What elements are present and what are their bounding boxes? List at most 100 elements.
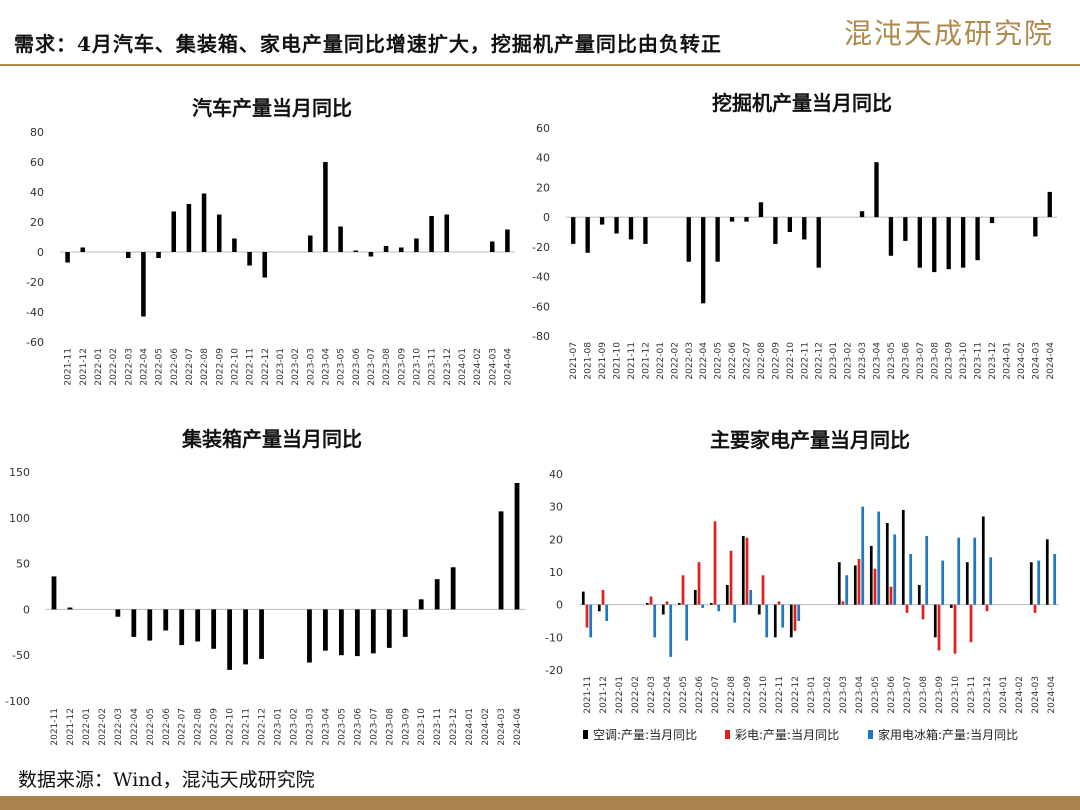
y-tick-label: 10 <box>549 566 563 579</box>
x-tick-label: 2022-05 <box>679 676 689 714</box>
bar <box>761 575 765 605</box>
bar <box>262 252 268 278</box>
bar <box>777 601 781 605</box>
x-tick-label: 2023-08 <box>385 708 395 746</box>
x-tick-label: 2022-05 <box>155 348 165 386</box>
x-tick-label: 2022-08 <box>200 348 210 386</box>
x-tick-label: 2023-03 <box>306 348 316 386</box>
x-tick-label: 2022-12 <box>258 708 268 746</box>
bar <box>323 609 328 651</box>
bar <box>869 545 873 605</box>
bar <box>758 202 764 218</box>
x-tick-label: 2024-01 <box>1002 342 1012 380</box>
x-tick-label: 2024-03 <box>1031 676 1041 714</box>
bar <box>232 238 237 252</box>
bar <box>418 599 424 610</box>
x-tick-label: 2022-08 <box>194 708 204 746</box>
y-tick-label: -20 <box>545 664 563 677</box>
x-tick-label: 2022-11 <box>775 676 785 714</box>
bar <box>665 601 669 605</box>
bar <box>645 603 649 605</box>
bar <box>434 579 440 610</box>
bar <box>398 247 404 252</box>
bar <box>903 217 908 241</box>
bar <box>307 609 312 663</box>
bar <box>338 609 344 656</box>
bar <box>585 217 590 253</box>
y-tick-label: -20 <box>532 241 550 254</box>
bar <box>989 557 993 605</box>
bar <box>514 482 520 610</box>
x-tick-label: 2022-12 <box>261 348 271 386</box>
x-tick-label: 2024-03 <box>488 348 498 386</box>
x-tick-label: 2023-02 <box>823 676 833 714</box>
x-tick-label: 2023-07 <box>369 708 379 746</box>
x-tick-label: 2022-11 <box>800 342 810 380</box>
x-tick-label: 2023-06 <box>901 342 911 380</box>
y-tick-label: 20 <box>549 533 563 546</box>
chart-title: 主要家电产量当月同比 <box>710 428 910 452</box>
y-tick-label: -60 <box>532 300 550 313</box>
x-tick-label: 2022-01 <box>656 342 666 380</box>
x-tick-label: 2022-07 <box>743 342 753 380</box>
bar <box>816 217 821 268</box>
y-tick-label: 40 <box>536 152 550 165</box>
x-tick-label: 2023-11 <box>974 342 984 380</box>
x-tick-label: 2023-10 <box>412 348 422 386</box>
bar <box>901 509 905 605</box>
y-tick-label: -10 <box>545 631 563 644</box>
bar <box>505 229 510 252</box>
x-tick-label: 2023-03 <box>305 708 315 746</box>
bar <box>845 575 849 605</box>
x-tick-label: 2023-07 <box>916 342 926 380</box>
x-tick-label: 2021-11 <box>583 676 593 714</box>
bar <box>873 568 877 605</box>
x-tick-label: 2023-08 <box>919 676 929 714</box>
x-tick-label: 2023-05 <box>337 708 347 746</box>
x-tick-label: 2022-04 <box>130 708 140 746</box>
y-tick-label: 100 <box>9 512 30 525</box>
x-tick-label: 2023-06 <box>352 348 362 386</box>
bar <box>921 604 925 620</box>
bar <box>661 604 665 615</box>
bar <box>141 252 146 317</box>
bar <box>383 246 389 252</box>
bar <box>757 604 761 615</box>
x-tick-label: 2022-06 <box>728 342 738 380</box>
bar <box>1045 539 1049 605</box>
x-tick-label: 2022-11 <box>246 348 256 386</box>
bar <box>969 604 973 643</box>
bar <box>386 609 392 648</box>
x-tick-label: 2022-10 <box>786 342 796 380</box>
x-tick-label: 2022-06 <box>695 676 705 714</box>
bar <box>797 604 801 621</box>
y-tick-label: 150 <box>9 466 30 479</box>
chart-auto-production: 汽车产量当月同比 80 60 40 20 0 -20 -40 -60 2021-11 2021-12… <box>26 96 515 386</box>
x-tick-label: 2022-07 <box>178 708 188 746</box>
bar <box>713 521 717 605</box>
bar <box>601 589 605 605</box>
bar <box>195 609 201 642</box>
x-tick-label: 2022-03 <box>114 708 124 746</box>
bar <box>125 252 131 258</box>
x-tick-label: 2022-12 <box>791 676 801 714</box>
bar <box>444 214 450 252</box>
x-tick-label: 2023-10 <box>417 708 427 746</box>
bar <box>946 217 951 270</box>
bar <box>581 591 585 605</box>
y-tick-label: 60 <box>536 122 550 135</box>
bar <box>885 523 889 605</box>
bar <box>653 604 657 638</box>
x-tick-label: 2024-03 <box>1031 342 1041 380</box>
x-tick-label: 2021-12 <box>641 342 651 380</box>
x-tick-label: 2021-12 <box>599 676 609 714</box>
bar <box>741 536 745 605</box>
bar <box>677 603 681 605</box>
x-tick-label: 2024-02 <box>481 708 491 746</box>
y-tick-label: 0 <box>543 211 550 224</box>
x-tick-label: 2021-09 <box>598 342 608 380</box>
bar <box>585 604 589 628</box>
bar <box>571 217 576 244</box>
bar <box>211 609 217 649</box>
x-tick-label: 2022-12 <box>815 342 825 380</box>
